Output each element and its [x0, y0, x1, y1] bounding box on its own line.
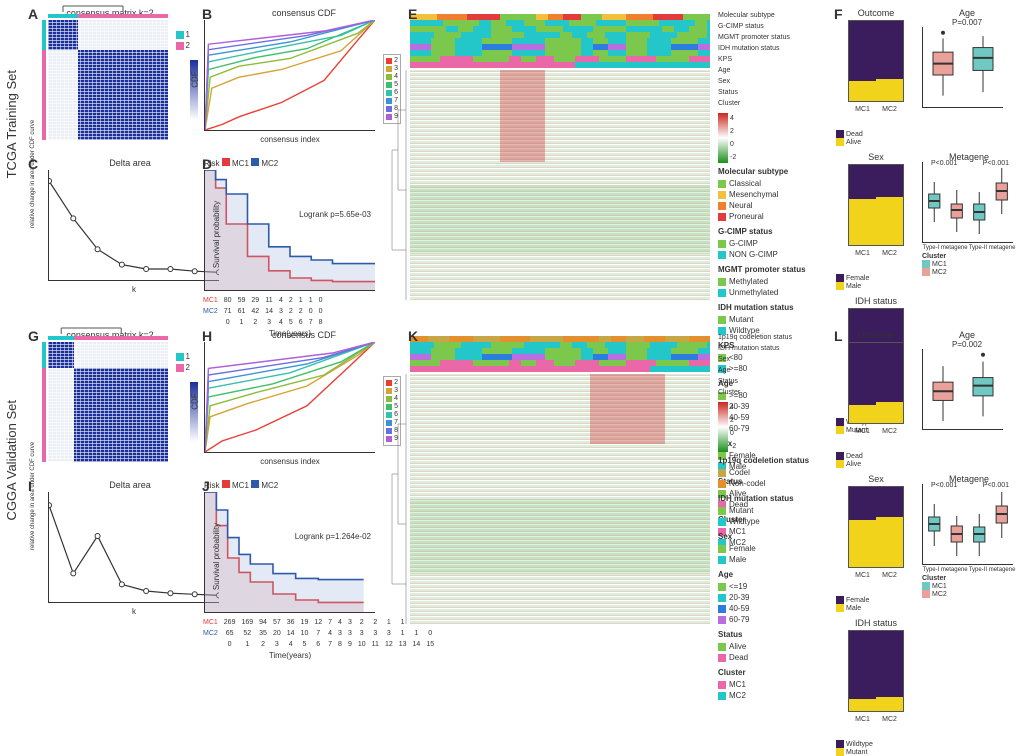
heatmap-body [410, 374, 710, 624]
panel-K: K [410, 330, 710, 630]
left-label-tcga: TCGA Training Set [2, 70, 20, 310]
panel-K-label: K [408, 328, 418, 344]
dendrogram-icon [388, 70, 408, 300]
panel-A-label: A [28, 6, 38, 22]
annot-row [410, 366, 710, 372]
delta-title: Delta area [30, 158, 230, 168]
panel-G-label: G [28, 328, 39, 344]
dendrogram-icon [48, 324, 168, 334]
heatmap-body [410, 70, 710, 300]
panel-C: C Delta area krelative change in area un… [30, 158, 230, 281]
panel-I: I Delta area krelative change in area un… [30, 480, 230, 603]
panel-D: D Risk MC1 MC2 Logrank p=5.65e-03MC18059… [204, 158, 404, 291]
dendrogram-icon [48, 2, 168, 12]
annot-row [410, 62, 710, 68]
cdf-title: consensus CDF [204, 8, 404, 18]
left-label-cgga: CGGA Validation Set [2, 400, 20, 640]
panel-H: H consensus CDF 23456789consensus indexC… [204, 330, 404, 453]
figure: TCGA Training Set CGGA Validation Set A … [0, 0, 1020, 643]
panel-E-label: E [408, 6, 417, 22]
panel-B: B consensus CDF 23456789consensus indexC… [204, 8, 404, 131]
panel-G: G consensus matrix k=2 12 [30, 330, 190, 462]
panel-J: J Risk MC1 MC2 Logrank p=1.264e-02MC1269… [204, 480, 404, 613]
panel-A: A consensus matrix k=2 12 [30, 8, 190, 140]
legend-K: 1p19q codeletion statusIDH mutation stat… [718, 332, 828, 705]
panel-L: L Outcome MC1MC2 DeadAlive Age P=0.002 S… [836, 330, 1016, 756]
dendrogram-icon [388, 374, 408, 624]
panel-E: E [410, 8, 710, 308]
